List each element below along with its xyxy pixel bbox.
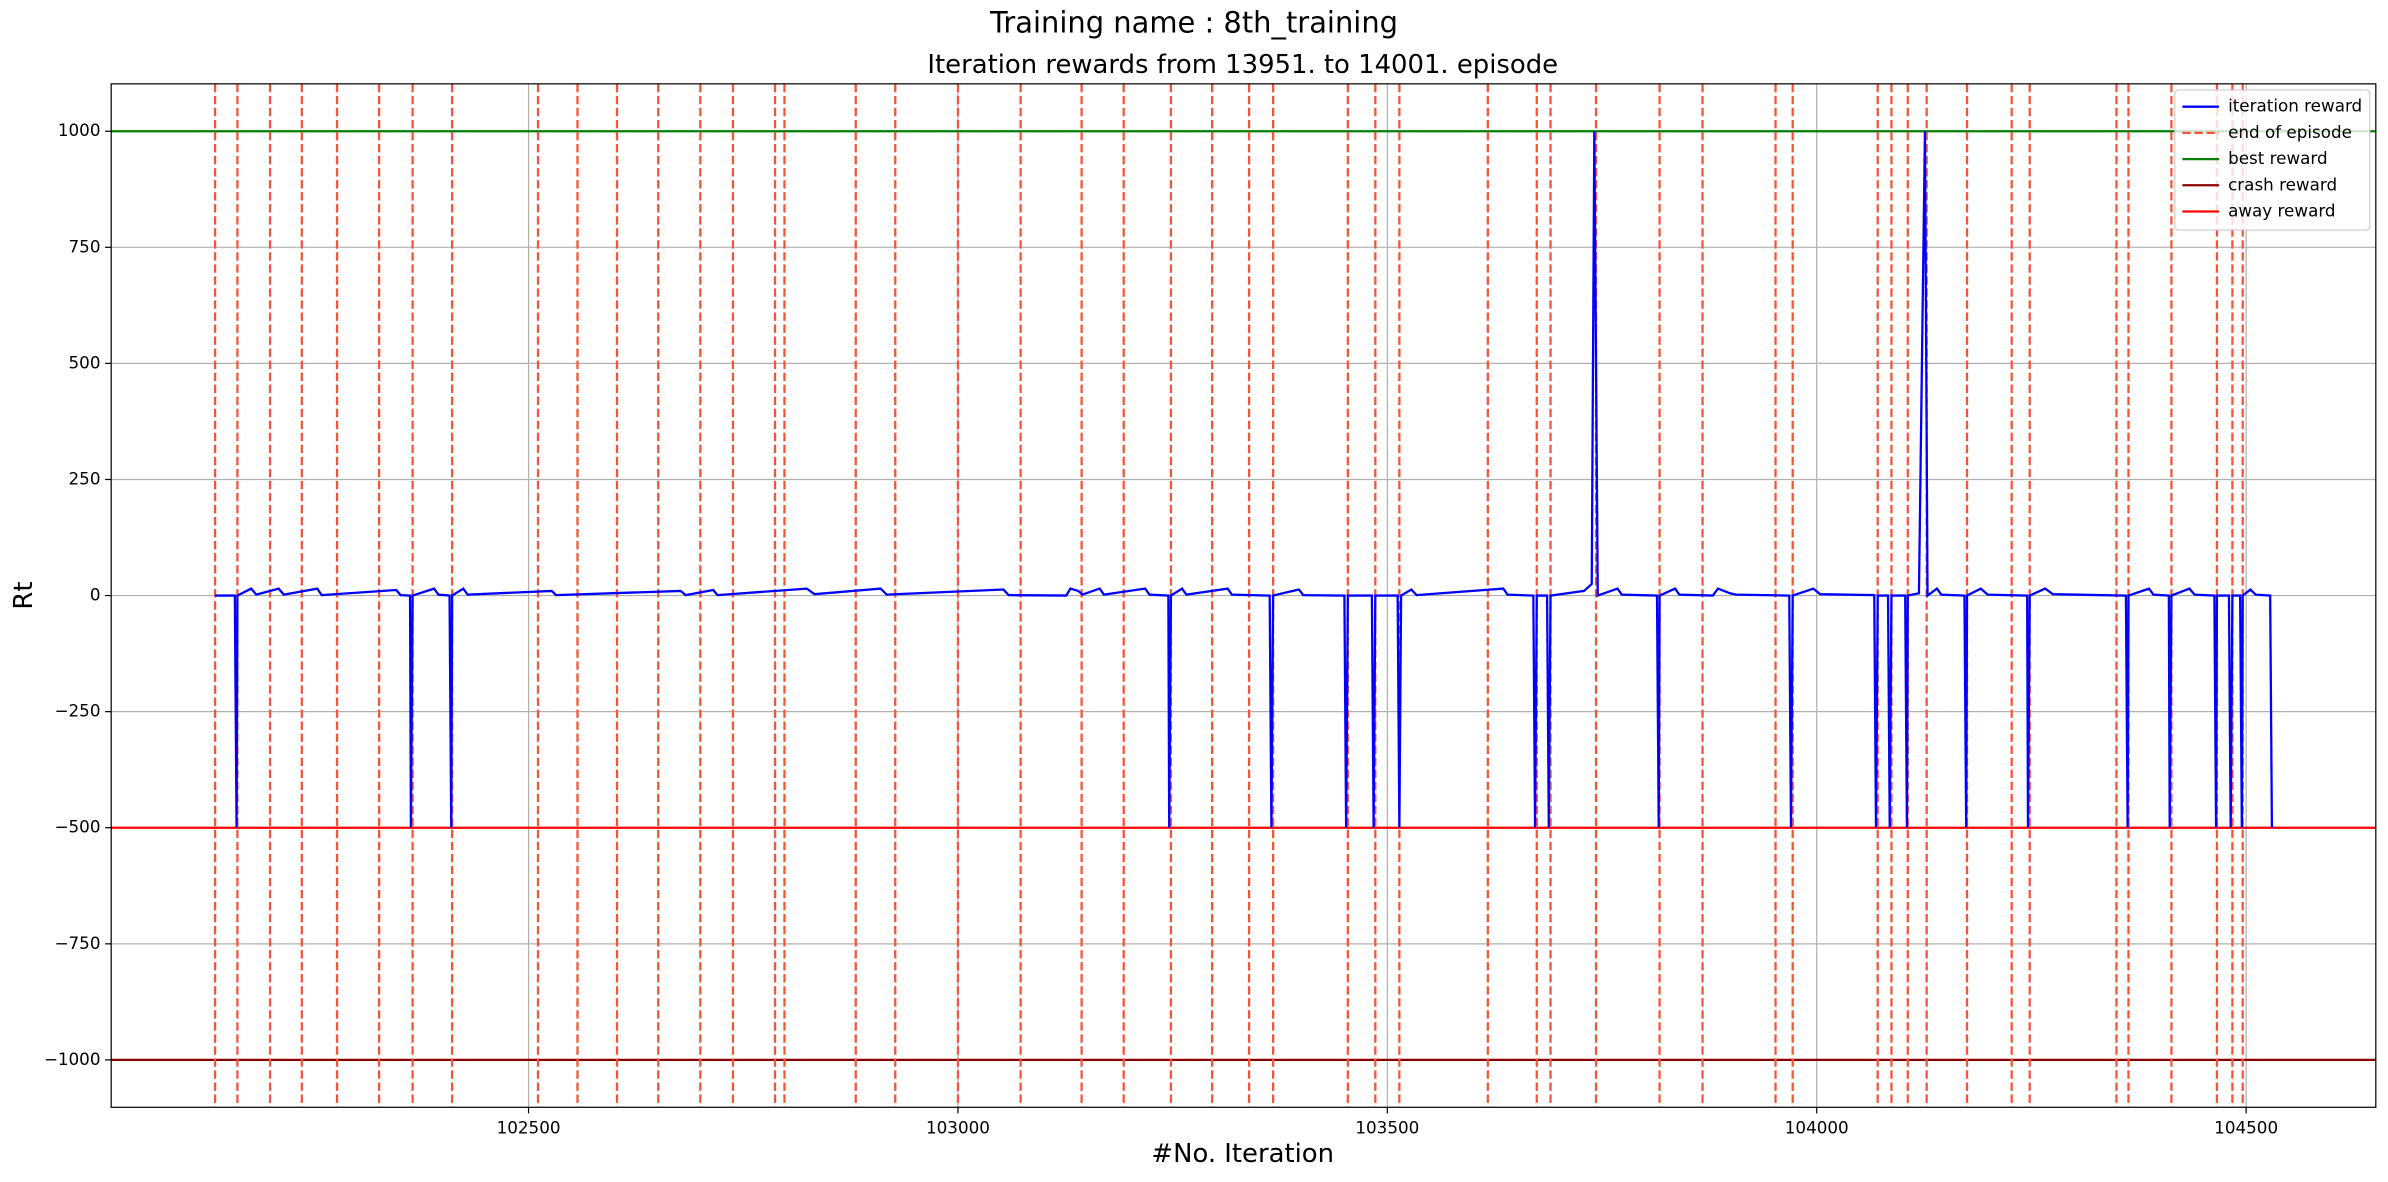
x-tick-label: 104000	[1785, 1118, 1849, 1138]
legend-box	[2174, 89, 2371, 231]
y-tick-label: −750	[54, 933, 100, 953]
legend-label: crash reward	[2228, 174, 2337, 194]
x-axis-label: #No. Iteration	[1151, 1139, 1334, 1169]
x-tick-label: 103500	[1355, 1118, 1419, 1138]
chart-subtitle: Iteration rewards from 13951. to 14001. …	[927, 50, 1558, 80]
legend-label: end of episode	[2228, 122, 2352, 142]
legend-label: away reward	[2228, 200, 2335, 220]
y-tick-label: 1000	[58, 120, 101, 140]
y-tick-label: 750	[69, 236, 101, 256]
legend-label: iteration reward	[2228, 96, 2362, 116]
y-tick-label: −500	[54, 817, 100, 837]
x-tick-label: 102500	[497, 1118, 561, 1138]
y-axis-label: Rt	[9, 582, 39, 610]
reward-line	[215, 131, 2274, 828]
x-tick-label: 104500	[2214, 1118, 2278, 1138]
y-tick-label: 500	[69, 352, 101, 372]
legend-label: best reward	[2228, 148, 2328, 168]
y-tick-label: −1000	[44, 1049, 101, 1069]
y-tick-label: 250	[69, 468, 101, 488]
plot-area	[111, 83, 2376, 1108]
plot-frame	[110, 83, 2377, 1108]
chart-title: Training name : 8th_training	[989, 5, 1398, 39]
x-tick-label: 103000	[926, 1118, 990, 1138]
y-tick-label: 0	[90, 585, 101, 605]
y-tick-label: −250	[54, 701, 100, 721]
